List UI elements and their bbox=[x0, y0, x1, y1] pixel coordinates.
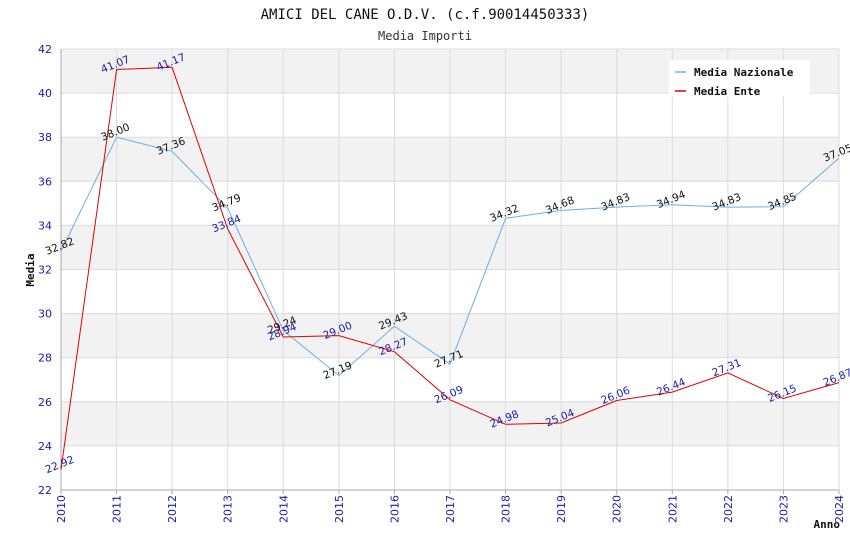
x-tick-labels: 2010 2011 2012 2013 2014 2015 2016 2017 2018 2019… bbox=[55, 495, 846, 523]
y-tick-label: 42 bbox=[38, 43, 52, 56]
legend-entry: Media Ente bbox=[694, 85, 761, 98]
x-tick-label: 2017 bbox=[444, 495, 457, 523]
y-tick-label: 26 bbox=[38, 396, 52, 409]
x-tick-label: 2014 bbox=[277, 495, 290, 523]
chart-subtitle: Media Importi bbox=[378, 29, 472, 43]
y-tick-label: 36 bbox=[38, 175, 52, 188]
y-axis-label: Media bbox=[24, 253, 37, 286]
legend-box bbox=[669, 60, 810, 97]
y-tick-label: 38 bbox=[38, 131, 52, 144]
x-tick-label: 2022 bbox=[722, 495, 735, 523]
x-tick-label: 2012 bbox=[166, 495, 179, 523]
x-tick-label: 2015 bbox=[333, 495, 346, 523]
chart-title: AMICI DEL CANE O.D.V. (c.f.90014450333) bbox=[261, 7, 590, 23]
x-axis-label: Anno bbox=[814, 518, 841, 531]
legend: Media Nazionale Media Ente bbox=[669, 60, 810, 98]
y-tick-label: 34 bbox=[38, 219, 52, 232]
x-tick-label: 2023 bbox=[777, 495, 790, 523]
axes bbox=[60, 49, 840, 494]
y-tick-label: 32 bbox=[38, 264, 52, 277]
x-tick-label: 2013 bbox=[222, 495, 235, 523]
x-tick-label: 2021 bbox=[666, 495, 679, 523]
x-tick-label: 2010 bbox=[55, 495, 68, 523]
x-tick-label: 2011 bbox=[111, 495, 124, 523]
x-tick-label: 2018 bbox=[500, 495, 513, 523]
series-lines bbox=[60, 66, 840, 470]
x-tick-label: 2019 bbox=[555, 495, 568, 523]
series-line-media-nazionale bbox=[60, 136, 840, 377]
legend-entry: Media Nazionale bbox=[694, 66, 794, 79]
y-tick-label: 24 bbox=[38, 440, 52, 453]
y-tick-label: 22 bbox=[38, 484, 52, 497]
x-tick-label: 2020 bbox=[611, 495, 624, 523]
y-tick-label: 30 bbox=[38, 308, 52, 321]
x-tick-label: 2016 bbox=[388, 495, 401, 523]
y-tick-labels: 22 24 26 28 30 32 34 36 38 40 42 bbox=[38, 43, 52, 497]
y-tick-label: 28 bbox=[38, 352, 52, 365]
y-tick-label: 40 bbox=[38, 87, 52, 100]
x-tick-label: 2024 bbox=[833, 495, 846, 523]
series-line-media-ente bbox=[60, 66, 840, 470]
